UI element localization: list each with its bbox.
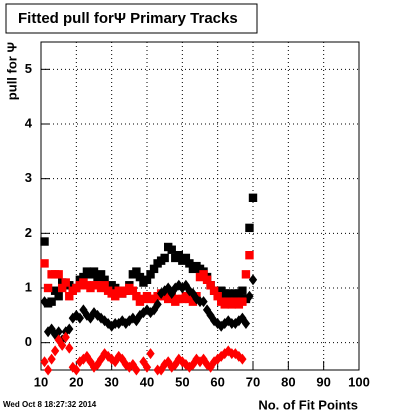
marker [54, 326, 63, 338]
plot-frame [40, 41, 360, 371]
marker [79, 272, 88, 282]
marker [142, 275, 152, 284]
marker [89, 267, 99, 276]
marker [153, 298, 162, 310]
y-tick-label: 2 [25, 225, 32, 240]
marker [128, 286, 138, 295]
marker [40, 237, 49, 246]
x-tick-label: 10 [34, 374, 48, 389]
marker [241, 270, 251, 279]
marker [43, 283, 53, 293]
marker [75, 312, 84, 324]
y-tick-label: 1 [25, 279, 32, 294]
marker [213, 292, 222, 301]
marker [181, 253, 191, 263]
marker [40, 296, 49, 308]
marker [58, 339, 67, 351]
y-tick-label: 5 [25, 61, 32, 76]
marker [199, 296, 208, 308]
timestamp: Wed Oct 8 18:27:32 2014 [3, 400, 97, 409]
marker [72, 364, 81, 376]
marker [50, 286, 60, 295]
marker [61, 278, 70, 287]
marker [54, 270, 63, 279]
x-tick-label: 30 [104, 374, 118, 389]
marker [58, 283, 67, 293]
marker [245, 251, 254, 260]
title-box [5, 3, 258, 34]
marker [132, 267, 141, 276]
marker [96, 270, 106, 279]
marker [47, 353, 56, 365]
marker [188, 297, 198, 306]
x-tick-label: 20 [69, 374, 83, 389]
marker [248, 274, 258, 286]
marker [238, 297, 247, 306]
marker [40, 356, 49, 368]
marker [111, 292, 120, 301]
marker [202, 275, 212, 284]
marker [185, 259, 194, 268]
y-tick-label: 3 [25, 170, 32, 185]
marker [167, 245, 176, 254]
marker [100, 281, 109, 290]
marker [61, 331, 70, 343]
marker [132, 364, 141, 376]
x-tick-label: 40 [140, 374, 154, 389]
marker [248, 193, 258, 202]
marker [245, 223, 254, 233]
marker [241, 318, 251, 330]
marker [149, 264, 159, 274]
marker [160, 253, 169, 263]
marker [199, 270, 208, 279]
y-tick-label: 0 [25, 334, 32, 349]
marker [65, 323, 74, 335]
marker [47, 297, 56, 306]
marker [40, 259, 49, 268]
marker [65, 342, 74, 354]
marker [43, 364, 53, 376]
marker [142, 361, 152, 373]
marker [100, 275, 109, 284]
marker [174, 251, 183, 260]
chart-title: Fitted pull forΨ Primary Tracks [18, 10, 238, 27]
x-tick-label: 90 [316, 374, 330, 389]
marker [209, 286, 219, 295]
x-tick-label: 70 [246, 374, 260, 389]
marker [54, 292, 63, 301]
marker [206, 281, 215, 290]
marker [238, 286, 247, 295]
marker [51, 345, 60, 357]
marker [146, 270, 155, 279]
marker [238, 353, 247, 365]
marker [135, 272, 145, 282]
x-tick-label: 60 [210, 374, 224, 389]
x-tick-label: 50 [175, 374, 189, 389]
marker [245, 290, 254, 302]
marker [146, 348, 155, 360]
y-axis-label: pull for Ψ [4, 42, 19, 100]
marker [65, 292, 74, 301]
y-tick-label: 4 [25, 115, 33, 130]
x-tick-label: 80 [281, 374, 295, 389]
x-tick-label: 100 [348, 374, 370, 389]
x-axis-label: No. of Fit Points [258, 397, 358, 412]
marker [132, 292, 141, 301]
